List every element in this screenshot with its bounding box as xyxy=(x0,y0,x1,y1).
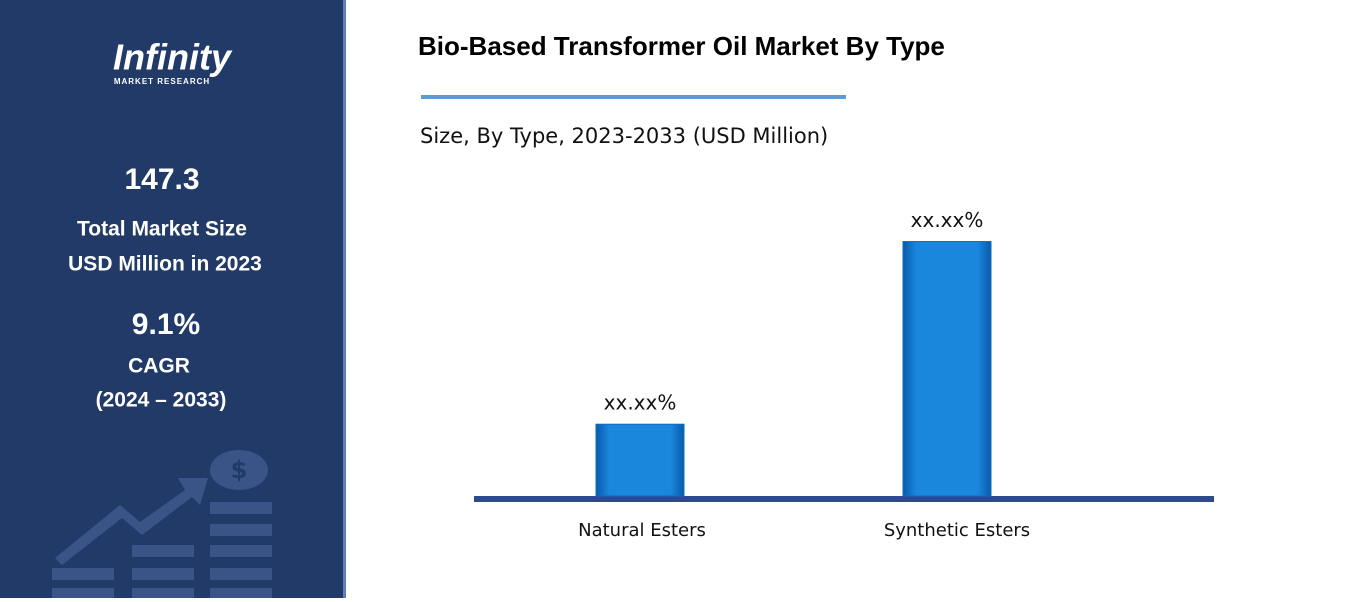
sidebar xyxy=(0,0,345,598)
logo-sub: MARKET RESEARCH xyxy=(114,77,210,86)
market-size-label: USD Million in 2023 xyxy=(68,253,262,276)
cagr: 9.1% xyxy=(132,308,200,341)
bar xyxy=(902,241,992,497)
bar xyxy=(595,423,685,497)
value-label: xx.xx% xyxy=(604,391,677,415)
x-tick-label: Natural Esters xyxy=(578,520,706,541)
decor-icon xyxy=(52,450,272,598)
cagr-period: (2024 – 2033) xyxy=(96,389,227,412)
dollar-icon: $ xyxy=(231,456,248,484)
logo: Infinity xyxy=(113,37,233,78)
value-label: xx.xx% xyxy=(911,208,984,232)
cagr-label: CAGR xyxy=(128,355,190,378)
x-tick-label: Synthetic Esters xyxy=(884,520,1030,541)
baseline xyxy=(474,496,1214,502)
sidebar-edge xyxy=(343,0,346,598)
chart-title: Bio-Based Transformer Oil Market By Type xyxy=(418,31,945,61)
market-size-label: Total Market Size xyxy=(77,218,247,241)
title-underline xyxy=(421,95,846,99)
market-size: 147.3 xyxy=(124,163,199,196)
chart-subtitle: Size, By Type, 2023-2033 (USD Million) xyxy=(420,124,828,148)
